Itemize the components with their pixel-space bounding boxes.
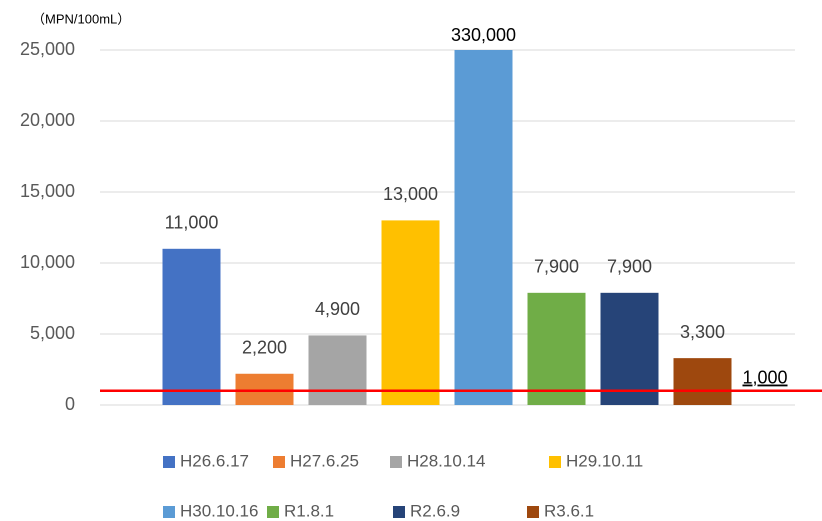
legend-label: R1.8.1 [284, 501, 334, 520]
bar [673, 358, 732, 405]
legend-swatch [163, 456, 175, 468]
y-tick-label: 10,000 [20, 252, 75, 272]
legend-swatch [390, 456, 402, 468]
bar [162, 248, 221, 405]
legend-label: H30.10.16 [180, 501, 258, 520]
legend-label: H29.10.11 [566, 451, 643, 470]
y-tick-label: 5,000 [30, 323, 75, 343]
bar [527, 292, 586, 405]
data-label: 7,900 [534, 257, 579, 277]
data-label: 330,000 [451, 25, 516, 45]
data-label: 4,900 [315, 299, 360, 319]
legend-label: R2.6.9 [410, 501, 460, 520]
legend-label: H27.6.25 [290, 451, 359, 470]
data-label: 11,000 [165, 213, 219, 233]
bar [235, 373, 294, 405]
legend-label: H28.10.14 [407, 451, 485, 470]
bar [600, 292, 659, 405]
bar [454, 50, 513, 405]
y-tick-label: 0 [65, 394, 75, 414]
data-label: 2,200 [242, 338, 287, 358]
legend-swatch [393, 506, 405, 518]
bars [162, 50, 732, 405]
unit-label: （MPN/100mL） [32, 11, 130, 26]
bar [381, 220, 440, 405]
data-label: 13,000 [383, 184, 438, 204]
legend-swatch [163, 506, 175, 518]
y-tick-label: 20,000 [20, 110, 75, 130]
reference-label: 1,000 [742, 368, 787, 388]
y-tick-label: 25,000 [20, 39, 75, 59]
legend-swatch [267, 506, 279, 518]
y-tick-label: 15,000 [20, 181, 75, 201]
legend-swatch [527, 506, 539, 518]
data-label: 3,300 [680, 322, 725, 342]
legend-label: R3.6.1 [544, 501, 594, 520]
legend-swatch [273, 456, 285, 468]
legend-label: H26.6.17 [180, 451, 249, 470]
legend-swatch [549, 456, 561, 468]
data-label: 7,900 [607, 257, 652, 277]
bar [308, 335, 367, 405]
